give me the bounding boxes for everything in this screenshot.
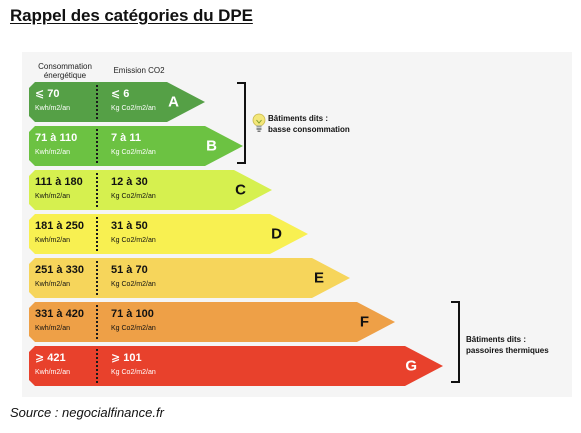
energy-value: 71 à 110 (35, 132, 78, 144)
energy-value-block: 251 à 330 Kwh/m2/an (35, 264, 97, 290)
column-header-energy: Consommation énergétique (38, 62, 92, 80)
co2-value: ⩾ 101 (111, 352, 142, 364)
energy-value-block: 111 à 180 Kwh/m2/an (35, 176, 97, 202)
dotted-separator (96, 129, 98, 163)
dpe-class-bar-g: ⩾ 421 Kwh/m2/an ⩾ 101 Kg Co2/m2/an G (29, 346, 443, 386)
co2-value-block: ⩽ 6 Kg Co2/m2/an (111, 88, 201, 114)
group-label-low-consumption: Bâtiments dits : basse consommation (268, 114, 350, 134)
energy-value: 251 à 330 (35, 264, 84, 276)
dpe-class-bar-f: 331 à 420 Kwh/m2/an 71 à 100 Kg Co2/m2/an F (29, 302, 395, 342)
bracket-low-consumption (237, 82, 246, 164)
energy-value: ⩽ 70 (35, 88, 60, 100)
energy-value-block: 181 à 250 Kwh/m2/an (35, 220, 97, 246)
energy-unit: Kwh/m2/an (35, 325, 71, 332)
source-caption: Source : negocialfinance.fr (10, 405, 164, 420)
co2-value-block: ⩾ 101 Kg Co2/m2/an (111, 352, 201, 378)
energy-value: 181 à 250 (35, 220, 84, 232)
column-header-co2: Emission CO2 (113, 66, 165, 75)
class-letter: F (359, 313, 369, 331)
co2-value: ⩽ 6 (111, 88, 130, 100)
co2-value: 31 à 50 (111, 220, 148, 232)
dpe-class-bar-e: 251 à 330 Kwh/m2/an 51 à 70 Kg Co2/m2/an E (29, 258, 350, 298)
energy-value-block: ⩽ 70 Kwh/m2/an (35, 88, 97, 114)
co2-value-block: 12 à 30 Kg Co2/m2/an (111, 176, 201, 202)
co2-value: 51 à 70 (111, 264, 148, 276)
energy-unit: Kwh/m2/an (35, 237, 71, 244)
class-letter: E (313, 269, 324, 287)
energy-value-block: 71 à 110 Kwh/m2/an (35, 132, 97, 158)
energy-unit: Kwh/m2/an (35, 369, 71, 376)
co2-value-block: 71 à 100 Kg Co2/m2/an (111, 308, 201, 334)
class-letter: D (271, 225, 282, 243)
class-letter: C (235, 181, 246, 199)
energy-value-block: 331 à 420 Kwh/m2/an (35, 308, 97, 334)
dpe-class-bar-d: 181 à 250 Kwh/m2/an 31 à 50 Kg Co2/m2/an D (29, 214, 308, 254)
energy-value: 331 à 420 (35, 308, 84, 320)
class-letter: G (405, 357, 417, 375)
co2-unit: Kg Co2/m2/an (111, 193, 156, 200)
dotted-separator (96, 173, 98, 207)
dotted-separator (96, 217, 98, 251)
co2-value: 71 à 100 (111, 308, 154, 320)
dotted-separator (96, 305, 98, 339)
co2-value-block: 7 à 11 Kg Co2/m2/an (111, 132, 201, 158)
energy-unit: Kwh/m2/an (35, 281, 71, 288)
co2-unit: Kg Co2/m2/an (111, 369, 156, 376)
class-letter: B (206, 137, 217, 155)
co2-value: 12 à 30 (111, 176, 148, 188)
co2-value-block: 31 à 50 Kg Co2/m2/an (111, 220, 201, 246)
class-letter: A (168, 93, 179, 111)
bracket-thermal-sieves (451, 301, 460, 383)
group-label-thermal-sieves: Bâtiments dits : passoires thermiques (466, 335, 549, 355)
dpe-class-bar-b: 71 à 110 Kwh/m2/an 7 à 11 Kg Co2/m2/an B (29, 126, 243, 166)
dotted-separator (96, 349, 98, 383)
energy-value: ⩾ 421 (35, 352, 66, 364)
co2-value-block: 51 à 70 Kg Co2/m2/an (111, 264, 201, 290)
co2-unit: Kg Co2/m2/an (111, 149, 156, 156)
dotted-separator (96, 85, 98, 119)
dpe-class-bar-a: ⩽ 70 Kwh/m2/an ⩽ 6 Kg Co2/m2/an A (29, 82, 205, 122)
co2-unit: Kg Co2/m2/an (111, 325, 156, 332)
co2-unit: Kg Co2/m2/an (111, 237, 156, 244)
page-title: Rappel des catégories du DPE (10, 6, 253, 25)
energy-value-block: ⩾ 421 Kwh/m2/an (35, 352, 97, 378)
energy-unit: Kwh/m2/an (35, 149, 71, 156)
dpe-class-bar-c: 111 à 180 Kwh/m2/an 12 à 30 Kg Co2/m2/an C (29, 170, 272, 210)
co2-unit: Kg Co2/m2/an (111, 281, 156, 288)
dotted-separator (96, 261, 98, 295)
energy-unit: Kwh/m2/an (35, 193, 71, 200)
co2-value: 7 à 11 (111, 132, 141, 144)
co2-unit: Kg Co2/m2/an (111, 105, 156, 112)
energy-unit: Kwh/m2/an (35, 105, 71, 112)
lightbulb-icon (252, 113, 266, 132)
energy-value: 111 à 180 (35, 176, 83, 188)
